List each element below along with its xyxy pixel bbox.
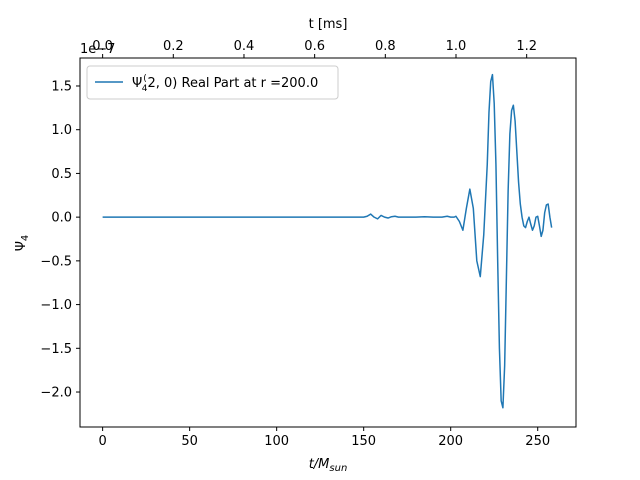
left-y-axis: −2.0 −1.5 −1.0 −0.5 0.0 0.5 1.0 1.5 [40, 79, 80, 401]
legend-box [86, 65, 339, 100]
series-line [102, 73, 553, 409]
x-tick-label: 150 [351, 434, 376, 449]
plot-area [79, 57, 577, 428]
y-tick-label: 1.0 [51, 123, 72, 138]
y-tick-label: 1.5 [51, 79, 72, 94]
x-tick-label: 200 [438, 434, 463, 449]
y-axis-label: Ψ4 [14, 235, 31, 252]
y-tick-label: −0.5 [40, 254, 72, 269]
x-tick-label: 250 [525, 434, 550, 449]
top-x-tick-label: 0.4 [234, 39, 255, 54]
x-tick-label: 0 [98, 434, 106, 449]
x-axis-label: t/Msun [309, 457, 348, 474]
legend-label: Ψ(42, 0) Real Part at r =200.0 [132, 74, 318, 94]
y-tick-label: 0.5 [51, 167, 72, 182]
y-offset-text: 1e−7 [80, 42, 115, 57]
y-tick-label: 0.0 [51, 211, 72, 226]
x-tick-label: 50 [181, 434, 198, 449]
legend: Ψ(42, 0) Real Part at r =200.0 [86, 65, 339, 100]
top-x-tick-label: 0.8 [375, 39, 396, 54]
y-tick-label: −2.0 [40, 386, 72, 401]
top-x-tick-label: 1.0 [446, 39, 467, 54]
top-x-axis-label: t [ms] [309, 17, 348, 32]
top-x-axis: 0.0 0.2 0.4 0.6 0.8 1.0 1.2 [92, 39, 537, 58]
top-x-tick-label: 0.2 [163, 39, 184, 54]
bottom-x-axis: 0 50 100 150 200 250 [98, 427, 550, 449]
y-tick-label: −1.5 [40, 342, 72, 357]
top-x-tick-label: 0.0 [92, 39, 113, 54]
top-x-tick-label: 0.6 [304, 39, 325, 54]
x-tick-label: 100 [264, 434, 289, 449]
top-x-tick-label: 1.2 [516, 39, 537, 54]
y-tick-label: −1.0 [40, 298, 72, 313]
